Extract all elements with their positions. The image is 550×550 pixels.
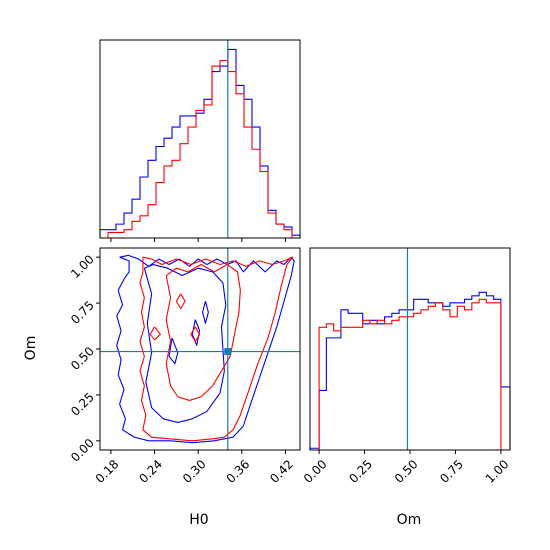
contour-0 (116, 254, 295, 444)
om-marginal-xtick-label-2: 0.50 (392, 457, 421, 486)
h0-xtick-label-4: 0.42 (267, 457, 296, 486)
om-marginal-xtick-label-3: 0.75 (437, 457, 466, 486)
contour-2 (168, 337, 179, 365)
contour-5 (139, 256, 294, 442)
om-marginal-xtick-label-1: 0.25 (346, 457, 375, 486)
contour-1 (143, 263, 227, 424)
h0-xtick-label-3: 0.36 (224, 457, 253, 486)
contour-frame (99, 247, 301, 451)
om-ytick-label-2: 0.50 (68, 344, 97, 373)
om-ytick-label-4: 1.00 (68, 252, 97, 281)
histogram-series-0 (99, 48, 301, 238)
h0-xtick-label-2: 0.30 (180, 457, 209, 486)
h0-om-contour-panel: 0.18 0.24 0.30 0.36 0.42 0.00 0.25 0.50 0.75 1.00 (68, 247, 301, 486)
histogram-series-0 (309, 291, 511, 450)
x-axis-label-h0: H0 (189, 512, 208, 528)
contour-8 (149, 326, 161, 341)
om-marginal-panel: 0.00 0.25 0.50 0.75 1.00 (301, 247, 512, 486)
contour-4 (202, 301, 209, 324)
truth-marker (224, 348, 232, 356)
om-marginal-xtick-label-4: 1.00 (483, 457, 512, 486)
h0-xtick-label-0: 0.18 (93, 457, 122, 486)
contour-lines (116, 254, 295, 444)
om-ytick-label-0: 0.00 (68, 436, 97, 465)
contour-9 (190, 326, 201, 343)
om-ytick-label-1: 0.25 (68, 390, 97, 419)
histogram-series-1 (318, 298, 502, 450)
om-ytick-label-3: 0.75 (68, 298, 97, 327)
x-axis-label-om: Om (397, 512, 422, 528)
h0-xtick-label-1: 0.24 (136, 457, 165, 486)
h0-marginal-panel (99, 39, 301, 242)
om-marginal-frame (309, 247, 511, 451)
h0-marginal-frame (99, 39, 301, 239)
contour-7 (175, 293, 186, 310)
y-axis-label-om: Om (23, 336, 39, 361)
histogram-series-1 (107, 59, 293, 238)
contour-6 (165, 263, 241, 401)
om-marginal-xtick-label-0: 0.00 (301, 457, 330, 486)
